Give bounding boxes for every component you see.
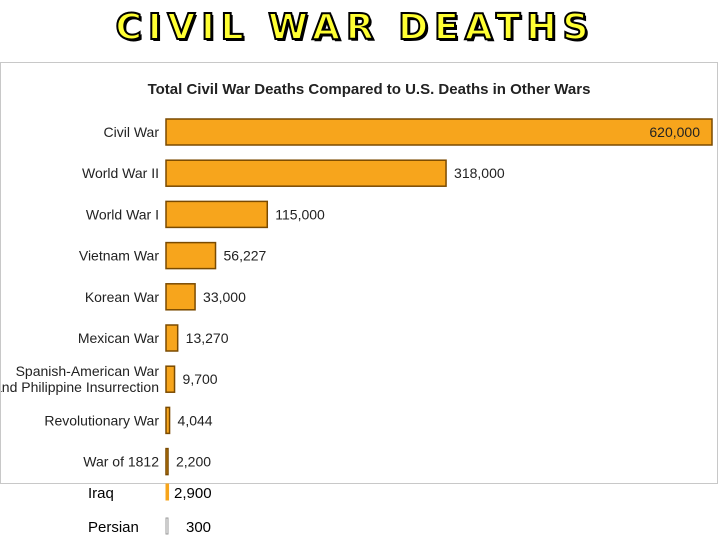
value-label: 33,000 (203, 289, 246, 305)
bar (165, 241, 217, 270)
extra-row-bar (165, 517, 169, 535)
value-label: 2,200 (176, 454, 211, 470)
category-label: Vietnam War (79, 248, 159, 264)
value-label: 318,000 (454, 165, 505, 181)
value-label: 56,227 (224, 248, 267, 264)
bar (165, 324, 179, 352)
bars-layer: Civil War 620,000 World War II 318,000 World… (1, 118, 713, 476)
value-label: 4,044 (178, 412, 213, 428)
category-label: Spanish-American War and Philippine Insur… (1, 363, 159, 395)
value-label: 13,270 (186, 330, 229, 346)
bar-chart: Total Civil War Deaths Compared to U.S. … (1, 81, 713, 476)
bar (165, 447, 169, 476)
extra-row-bar (165, 483, 170, 501)
category-label: Korean War (85, 289, 160, 305)
value-label: 9,700 (183, 371, 218, 387)
extra-row-label: Persian (88, 519, 139, 536)
chart-title: Total Civil War Deaths Compared to U.S. … (148, 81, 591, 98)
category-label: World War II (82, 165, 159, 181)
category-label: Revolutionary War (44, 412, 159, 428)
chart-frame: Total Civil War Deaths Compared to U.S. … (0, 62, 718, 484)
slide-title-band: CIVIL WAR DEATHS (0, 0, 720, 60)
bar (165, 406, 171, 435)
bar (165, 159, 447, 187)
bar (165, 365, 176, 393)
value-label: 115,000 (275, 206, 325, 222)
extra-row-value: 2,900 (174, 485, 212, 502)
bar (165, 200, 269, 229)
category-label: World War I (86, 206, 159, 222)
extra-row-value: 300 (186, 519, 211, 536)
extra-row-label: Iraq (88, 485, 114, 502)
category-label: Civil War (104, 124, 160, 140)
bar (165, 118, 713, 146)
slide-title: CIVIL WAR DEATHS (115, 6, 595, 49)
bar (165, 283, 196, 311)
value-label: 620,000 (649, 124, 700, 140)
category-label: Mexican War (78, 330, 160, 346)
category-label: War of 1812 (83, 454, 159, 470)
